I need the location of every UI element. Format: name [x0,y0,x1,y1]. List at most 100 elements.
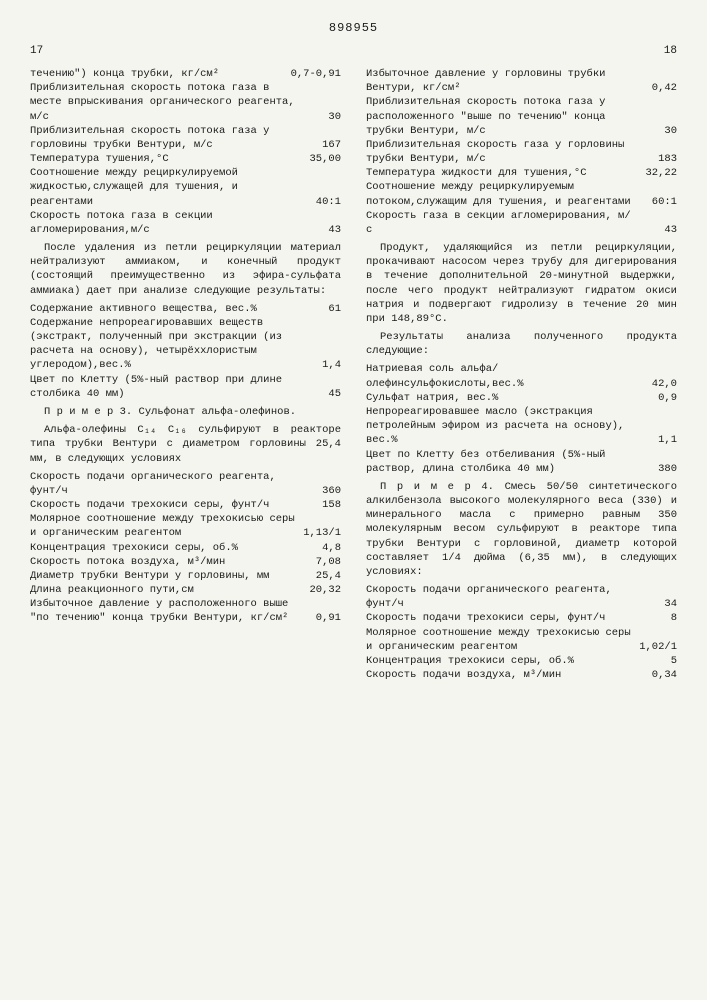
data-row: Длина реакционного пути,см20,32 [30,583,341,597]
row-label: Диаметр трубки Вентури у горловины, мм [30,569,301,583]
row-label: Концентрация трехокиси серы, об.% [30,541,301,555]
data-row: Цвет по Клетту без отбеливания (5%-ный р… [366,448,677,476]
data-row: Сульфат натрия, вес.%0,9 [366,391,677,405]
data-row: Скорость подачи органического реагента, … [366,583,677,611]
data-row: Молярное соотношение между трехокисью се… [30,512,341,540]
row-label: Скорость подачи трехокиси серы, фунт/ч [30,498,301,512]
data-row: течению") конца трубки, кг/см²0,7-0,91 [30,67,341,81]
doc-number: 898955 [30,20,677,36]
data-row: Натриевая соль альфа/олефинсульфокислоты… [366,362,677,390]
left-para-1: После удаления из петли рециркуляции мат… [30,241,341,298]
right-para-2: Результаты анализа полученного продукта … [366,330,677,358]
row-label: Скорость потока газа в секции агломериро… [30,209,301,237]
row-value: 0,42 [637,81,677,95]
row-value: 35,00 [301,152,341,166]
data-row: Температура тушения,°С35,00 [30,152,341,166]
row-value: 30 [301,110,341,124]
row-value: 0,7-0,91 [291,67,341,81]
left-para-2: П р и м е р 3. Сульфонат альфа-олефинов. [30,405,341,419]
row-value: 158 [301,498,341,512]
right-column: 18 Избыточное давление у горловины трубк… [366,44,677,682]
data-row: Приблизительная скорость потока газа у г… [30,124,341,152]
row-value: 42,0 [637,377,677,391]
row-value: 45 [301,387,341,401]
row-label: Скорость подачи трехокиси серы, фунт/ч [366,611,637,625]
row-label: Соотношение между рециркулируемой жидкос… [30,166,301,209]
row-label: Приблизительная скорость газа у горловин… [366,138,637,166]
row-label: Скорость подачи воздуха, м³/мин [366,668,637,682]
right-para-3: П р и м е р 4. Смесь 50/50 синтетическог… [366,480,677,579]
left-data-block-1: течению") конца трубки, кг/см²0,7-0,91Пр… [30,67,341,237]
row-value: 20,32 [301,583,341,597]
data-row: Приблизительная скорость потока газа у р… [366,95,677,138]
row-label: Длина реакционного пути,см [30,583,301,597]
data-row: Приблизительная скорость потока газа в м… [30,81,341,124]
data-row: Скорость подачи воздуха, м³/мин0,34 [366,668,677,682]
data-row: Концентрация трехокиси серы, об.%5 [366,654,677,668]
row-value: 4,8 [301,541,341,555]
row-label: Приблизительная скорость потока газа у р… [366,95,637,138]
data-row: Избыточное давление у расположенного выш… [30,597,341,625]
row-value: 167 [301,138,341,152]
row-label: Цвет по Клетту (5%-ный раствор при длине… [30,373,301,401]
left-data-block-2: Содержание активного вещества, вес.%61Со… [30,302,341,401]
row-label: Концентрация трехокиси серы, об.% [366,654,637,668]
row-label: Содержание активного вещества, вес.% [30,302,301,316]
row-value: 30 [637,124,677,138]
data-row: Непрореагировавшее масло (экстракция пет… [366,405,677,448]
row-label: Цвет по Клетту без отбеливания (5%-ный р… [366,448,637,476]
data-row: Скорость потока газа в секции агломериро… [30,209,341,237]
data-row: Температура жидкости для тушения,°С32,22 [366,166,677,180]
data-row: Диаметр трубки Вентури у горловины, мм25… [30,569,341,583]
row-value: 25,4 [301,569,341,583]
row-label: течению") конца трубки, кг/см² [30,67,291,81]
row-value: 43 [301,223,341,237]
row-label: Содержание непрореагировавших веществ (э… [30,316,301,373]
row-value: 380 [637,462,677,476]
data-row: Концентрация трехокиси серы, об.%4,8 [30,541,341,555]
data-row: Скорость подачи трехокиси серы, фунт/ч8 [366,611,677,625]
row-value: 8 [637,611,677,625]
row-label: Молярное соотношение между трехокисью се… [30,512,301,540]
left-para-3: Альфа-олефины C₁₄ C₁₆ сульфируют в реакт… [30,423,341,466]
row-label: Соотношение между рециркулируемым потоко… [366,180,637,208]
page-num-right: 18 [664,44,677,59]
row-label: Приблизительная скорость потока газа в м… [30,81,301,124]
row-value: 34 [637,597,677,611]
row-label: Сульфат натрия, вес.% [366,391,637,405]
page-num-left-row: 17 [30,44,341,59]
data-row: Скорость подачи органического реагента, … [30,470,341,498]
row-value: 0,91 [301,611,341,625]
row-label: Молярное соотношение между трехокисью се… [366,626,637,654]
row-value: 1,02/1 [637,640,677,654]
row-value: 43 [637,223,677,237]
page-num-right-row: 18 [366,44,677,59]
row-label: Скорость подачи органического реагента, … [30,470,301,498]
row-value: 183 [637,152,677,166]
data-row: Цвет по Клетту (5%-ный раствор при длине… [30,373,341,401]
row-label: Скорость потока воздуха, м³/мин [30,555,301,569]
row-label: Температура жидкости для тушения,°С [366,166,637,180]
right-data-block-2: Натриевая соль альфа/олефинсульфокислоты… [366,362,677,475]
row-value: 5 [637,654,677,668]
data-row: Избыточное давление у горловины трубки В… [366,67,677,95]
data-row: Скорость газа в секции агломерирования, … [366,209,677,237]
page-num-left: 17 [30,44,43,59]
row-value: 360 [301,484,341,498]
row-value: 1,1 [637,433,677,447]
data-row: Содержание непрореагировавших веществ (э… [30,316,341,373]
data-row: Соотношение между рециркулируемым потоко… [366,180,677,208]
data-row: Скорость потока воздуха, м³/мин7,08 [30,555,341,569]
row-label: Скорость газа в секции агломерирования, … [366,209,637,237]
row-value: 1,13/1 [301,526,341,540]
data-row: Скорость подачи трехокиси серы, фунт/ч15… [30,498,341,512]
row-label: Скорость подачи органического реагента, … [366,583,637,611]
row-label: Избыточное давление у расположенного выш… [30,597,301,625]
row-value: 1,4 [301,358,341,372]
left-data-block-3: Скорость подачи органического реагента, … [30,470,341,626]
row-label: Температура тушения,°С [30,152,301,166]
row-value: 7,08 [301,555,341,569]
row-value: 61 [301,302,341,316]
row-value: 0,34 [637,668,677,682]
row-value: 40:1 [301,195,341,209]
